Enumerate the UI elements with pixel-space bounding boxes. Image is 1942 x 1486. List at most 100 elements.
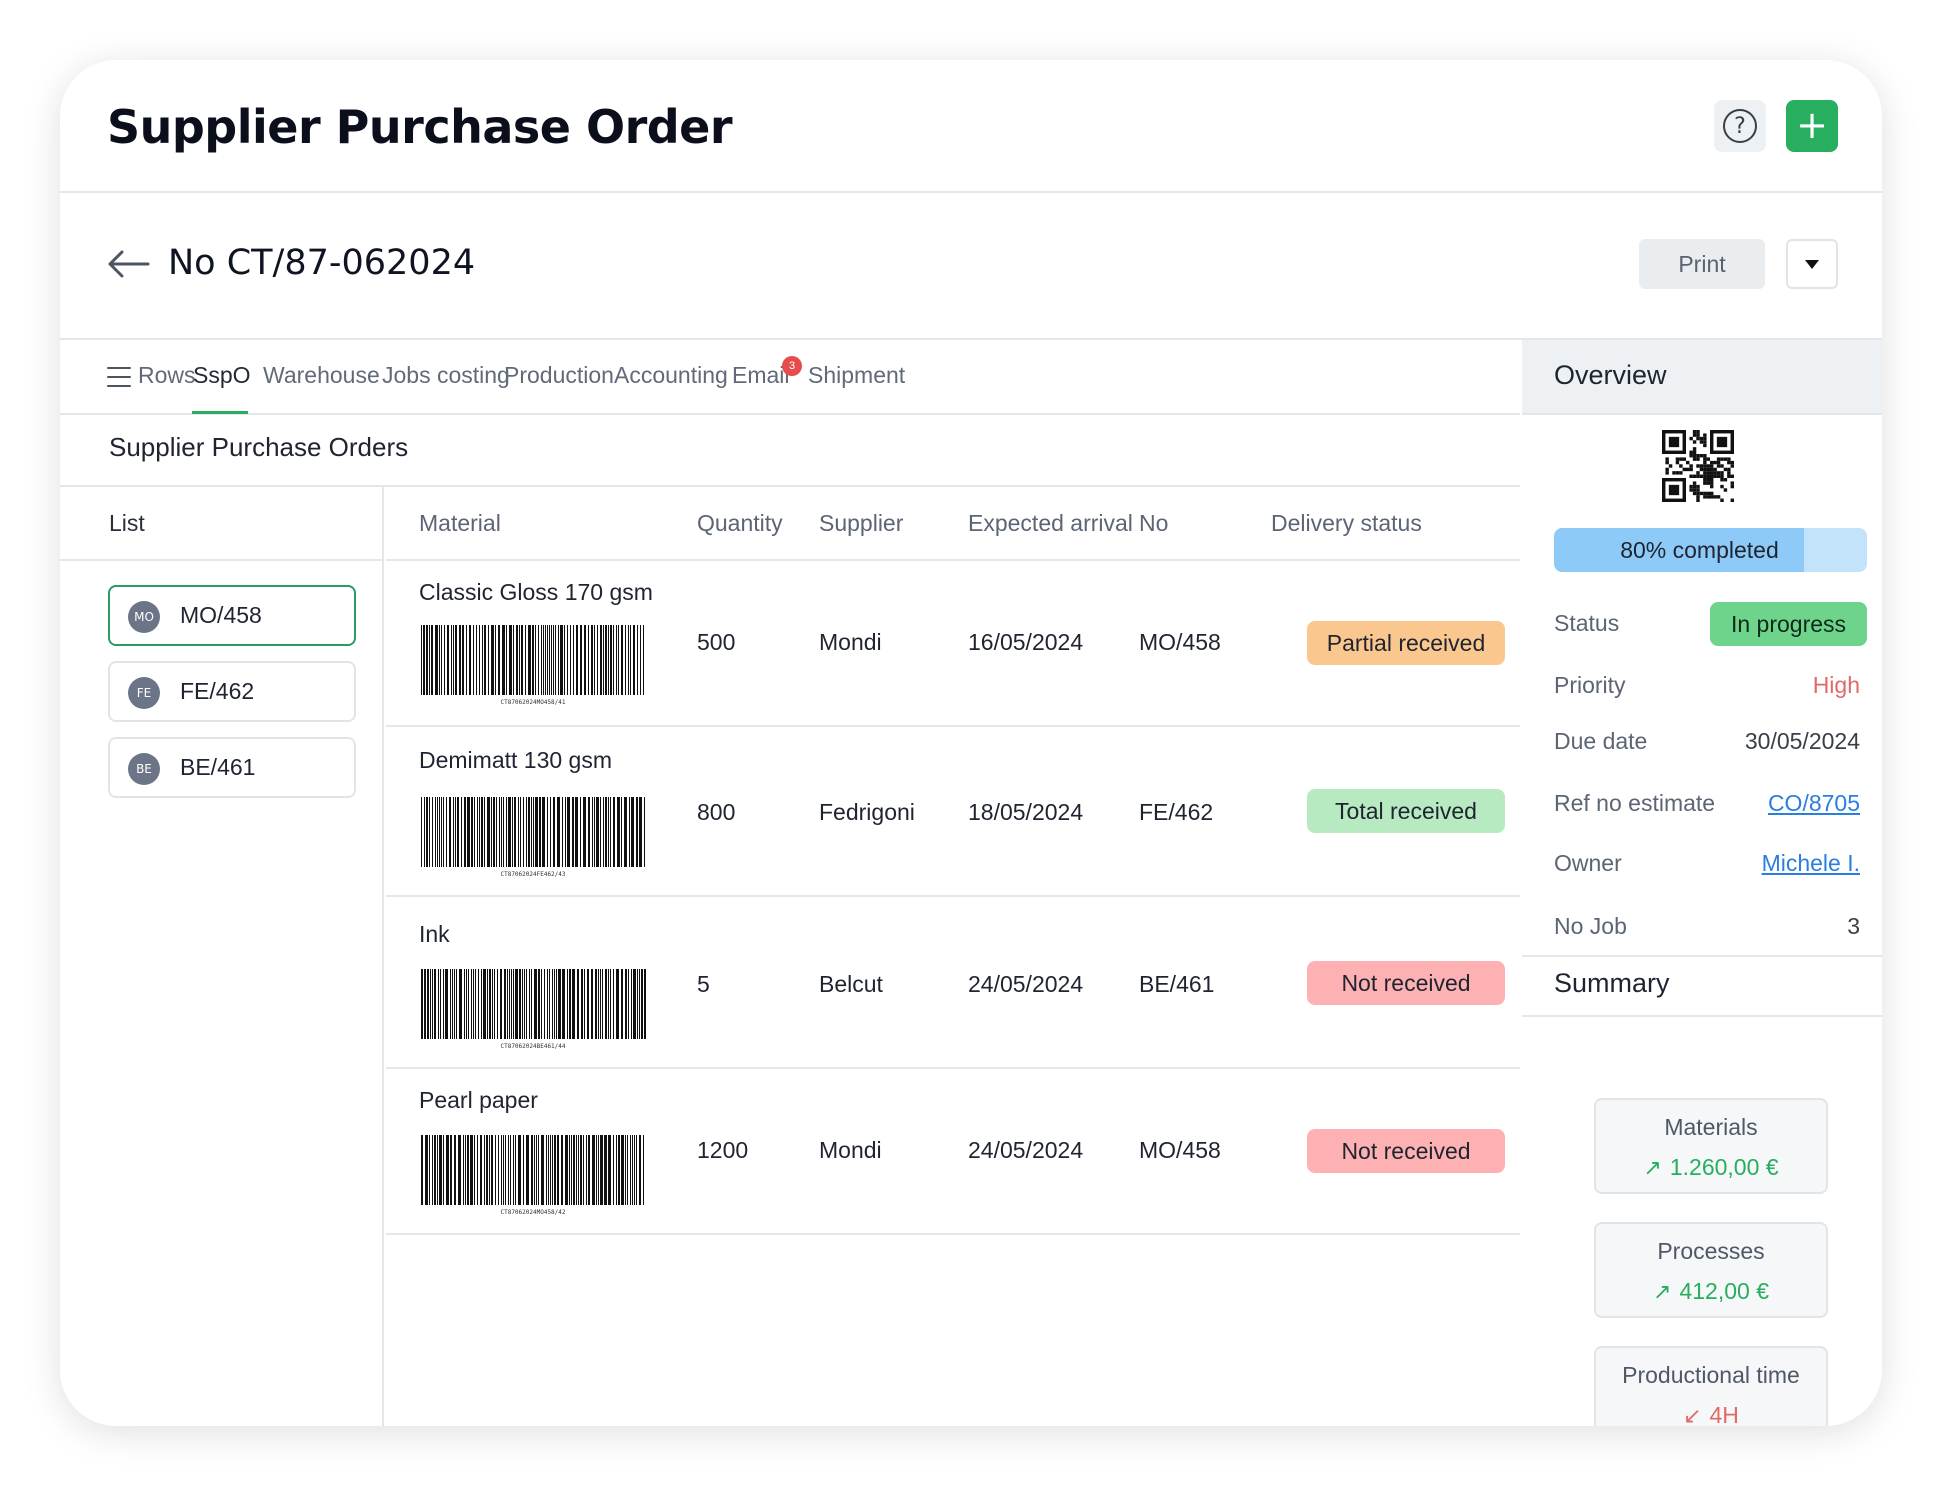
material-name: Classic Gloss 170 gsm: [419, 579, 653, 605]
due-date-label: Due date: [1554, 728, 1648, 754]
print-options-dropdown[interactable]: [1786, 239, 1838, 289]
summary-card-label: Processes: [1657, 1238, 1765, 1264]
active-tab-indicator: [192, 411, 248, 414]
purchase-order-card: Supplier Purchase Order ? + No CT/87-062…: [60, 60, 1882, 1426]
divider: [1522, 955, 1882, 957]
tab-rows[interactable]: Rows: [138, 362, 196, 388]
divider: [60, 485, 1520, 487]
summary-card-label: Materials: [1664, 1114, 1758, 1140]
summary-card-productional-time: Productional time ↙ 4H: [1594, 1346, 1828, 1426]
add-button[interactable]: +: [1786, 100, 1838, 152]
summary-card-value: ↗ 1.260,00 €: [1643, 1154, 1779, 1181]
priority-value: High: [1812, 672, 1860, 698]
barcode-icon: CT87062024MO458/41: [421, 625, 644, 706]
supplier-value: Fedrigoni: [819, 799, 915, 825]
divider: [386, 559, 1520, 561]
arrival-value: 18/05/2024: [968, 799, 1084, 825]
avatar: BE: [128, 753, 160, 785]
column-header-no[interactable]: No: [1139, 510, 1169, 536]
tab-email-label: Email: [732, 362, 790, 388]
list-item[interactable]: BE BE/461: [108, 737, 356, 798]
owner-link[interactable]: Michele I.: [1761, 850, 1860, 876]
page-title: Supplier Purchase Order: [107, 100, 733, 154]
tab-production[interactable]: Production: [504, 362, 614, 388]
progress-fill: [1554, 528, 1805, 572]
avatar: FE: [128, 677, 160, 709]
print-button[interactable]: Print: [1639, 239, 1765, 289]
status-label: Status: [1554, 610, 1620, 636]
order-no-value: MO/458: [1139, 629, 1221, 655]
list-item[interactable]: FE FE/462: [108, 661, 356, 722]
job-count-label: No Job: [1554, 913, 1627, 939]
order-no-value: BE/461: [1139, 971, 1215, 997]
trend-down-icon: ↙: [1683, 1404, 1702, 1426]
list-item-label: BE/461: [180, 754, 256, 780]
arrival-value: 16/05/2024: [968, 629, 1084, 655]
arrival-value: 24/05/2024: [968, 1137, 1084, 1163]
table-row[interactable]: Ink CT87062024BE461/44 5 Belcut 24/05/20…: [386, 897, 1520, 1069]
supplier-value: Mondi: [819, 1137, 882, 1163]
tab-warehouse[interactable]: Warehouse: [263, 362, 380, 388]
summary-card-value: ↗ 412,00 €: [1653, 1278, 1769, 1305]
quantity-value: 5: [697, 971, 710, 997]
menu-icon[interactable]: [107, 367, 131, 387]
order-no-value: MO/458: [1139, 1137, 1221, 1163]
material-name: Ink: [419, 921, 450, 947]
priority-label: Priority: [1554, 672, 1626, 698]
column-header-delivery-status[interactable]: Delivery status: [1271, 510, 1422, 536]
column-header-supplier[interactable]: Supplier: [819, 510, 904, 536]
list-item-label: MO/458: [180, 602, 262, 628]
table-row[interactable]: Classic Gloss 170 gsm CT87062024MO458/41…: [386, 561, 1520, 727]
tab-bar: Rows SspO Warehouse Jobs costing Product…: [60, 340, 1520, 415]
supplier-value: Mondi: [819, 629, 882, 655]
avatar: MO: [128, 601, 160, 633]
arrow-left-icon[interactable]: [106, 249, 150, 279]
ref-estimate-link[interactable]: CO/8705: [1767, 790, 1860, 816]
status-badge: Not received: [1307, 1129, 1505, 1173]
document-header: No CT/87-062024 Print: [60, 193, 1882, 340]
column-header-quantity[interactable]: Quantity: [697, 510, 783, 536]
due-date-value: 30/05/2024: [1744, 728, 1860, 754]
barcode-icon: CT87062024FE462/43: [421, 797, 645, 878]
tab-email[interactable]: Email 3: [732, 356, 802, 389]
status-badge: Total received: [1307, 789, 1505, 833]
barcode-icon: CT87062024BE461/44: [421, 969, 646, 1050]
order-no-value: FE/462: [1139, 799, 1214, 825]
column-header-expected-arrival[interactable]: Expected arrival: [968, 510, 1133, 536]
order-list-panel: List MO MO/458 FE FE/462 BE BE/461: [60, 485, 384, 1426]
barcode-text: CT87062024MO458/41: [500, 699, 565, 706]
barcode-text: CT87062024FE462/43: [500, 871, 565, 878]
help-button[interactable]: ?: [1714, 100, 1766, 152]
table-row[interactable]: Demimatt 130 gsm CT87062024FE462/43 800 …: [386, 727, 1520, 897]
overview-panel: Overview 80% completed Status In progres…: [1522, 340, 1882, 1426]
summary-title: Summary: [1554, 968, 1670, 998]
list-item[interactable]: MO MO/458: [108, 585, 356, 646]
notification-badge: 3: [782, 356, 802, 376]
status-badge: In progress: [1710, 602, 1867, 646]
document-number: No CT/87-062024: [168, 243, 476, 283]
table-row[interactable]: Pearl paper CT87062024MO458/42 1200 Mond…: [386, 1069, 1520, 1235]
summary-card-processes: Processes ↗ 412,00 €: [1594, 1222, 1828, 1318]
status-badge: Partial received: [1307, 621, 1505, 665]
supplier-value: Belcut: [819, 971, 883, 997]
app-header: Supplier Purchase Order ? +: [60, 60, 1882, 193]
tab-shipment[interactable]: Shipment: [808, 362, 906, 388]
progress-label: 80% completed: [1620, 537, 1779, 563]
material-name: Demimatt 130 gsm: [419, 747, 613, 773]
tab-accounting[interactable]: Accounting: [614, 362, 728, 388]
tab-jobs-costing[interactable]: Jobs costing: [382, 362, 510, 388]
quantity-value: 800: [697, 799, 736, 825]
qr-code-icon: [1662, 430, 1734, 502]
summary-card-label: Productional time: [1622, 1362, 1800, 1388]
barcode-icon: CT87062024MO458/42: [421, 1135, 644, 1216]
quantity-value: 1200: [697, 1137, 749, 1163]
barcode-text: CT87062024BE461/44: [500, 1043, 565, 1050]
caret-down-icon: [1805, 259, 1819, 269]
summary-card-value: ↙ 4H: [1596, 1402, 1826, 1426]
column-header-material[interactable]: Material: [419, 510, 501, 536]
tab-sspo[interactable]: SspO: [193, 362, 251, 388]
trend-up-icon: ↗: [1653, 1280, 1672, 1305]
status-badge: Not received: [1307, 961, 1505, 1005]
section-title: Supplier Purchase Orders: [109, 432, 409, 462]
material-name: Pearl paper: [419, 1087, 538, 1113]
